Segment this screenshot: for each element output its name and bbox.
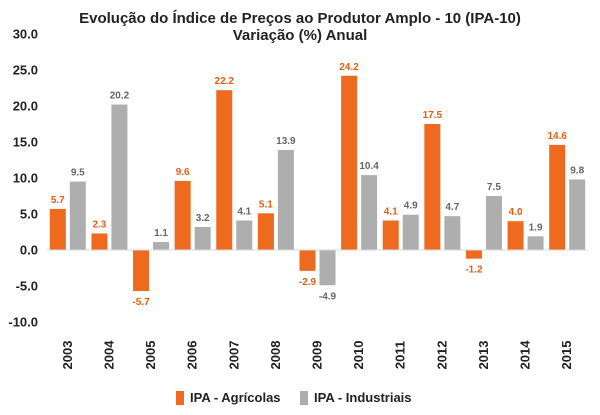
data-label-industriais-2004: 20.2 [110,91,130,102]
legend-label-agricolas: IPA - Agrícolas [190,390,281,405]
data-label-agricolas-2008: 5.1 [259,199,273,210]
bar-agricolas-2008 [257,213,274,250]
bar-industriais-2007 [236,220,253,250]
bar-agricolas-2004 [91,233,108,250]
data-label-industriais-2012: 4.7 [445,202,459,213]
bar-industriais-2011 [402,214,419,250]
y-tick-label: 15.0 [13,135,38,150]
data-label-industriais-2008: 13.9 [276,136,296,147]
data-label-industriais-2011: 4.9 [404,201,418,212]
x-tick-label-2007: 2007 [226,341,241,370]
bar-industriais-2015 [569,179,586,250]
bar-industriais-2006 [194,226,211,250]
y-tick-label: 20.0 [13,99,38,114]
bar-agricolas-2013 [465,250,482,259]
y-tick-label: -10.0 [8,315,38,330]
bar-industriais-2014 [527,236,544,250]
chart-title: Evolução do Índice de Preços ao Produtor… [79,10,521,27]
y-tick-label: 10.0 [13,171,38,186]
data-label-industriais-2005: 1.1 [154,228,168,239]
data-label-industriais-2014: 1.9 [529,222,543,233]
legend-swatch-industriais [300,390,308,405]
x-tick-label-2006: 2006 [185,341,200,370]
x-tick-label-2009: 2009 [310,341,325,370]
x-tick-label-2012: 2012 [434,341,449,370]
bar-industriais-2008 [277,149,294,250]
data-label-agricolas-2009: -2.9 [299,277,317,288]
data-label-industriais-2013: 7.5 [487,182,501,193]
bar-agricolas-2006 [174,180,191,250]
bar-agricolas-2009 [299,250,316,271]
legend-label-industriais: IPA - Industriais [314,390,412,405]
bar-industriais-2013 [485,196,502,250]
x-tick-label-2003: 2003 [60,341,75,370]
y-tick-label: -5.0 [16,279,38,294]
bar-agricolas-2003 [49,208,66,250]
data-label-agricolas-2005: -5.7 [132,297,150,308]
chart-subtitle: Variação (%) Anual [232,27,368,44]
data-label-industriais-2015: 9.8 [570,165,584,176]
x-tick-label-2010: 2010 [351,341,366,370]
x-tick-label-2014: 2014 [518,340,533,370]
x-tick-label-2011: 2011 [393,341,408,369]
legend-item-agricolas: IPA - Agrícolas [176,390,281,405]
data-label-agricolas-2007: 22.2 [215,76,235,87]
bar-industriais-2009 [319,250,336,286]
data-label-industriais-2007: 4.1 [237,206,251,217]
bar-agricolas-2011 [382,220,399,250]
x-tick-label-2015: 2015 [559,341,574,370]
data-label-agricolas-2012: 17.5 [423,110,443,121]
data-label-agricolas-2013: -1.2 [465,265,483,276]
bar-industriais-2010 [361,175,378,250]
legend-swatch-agricolas [176,390,184,405]
data-label-agricolas-2015: 14.6 [547,131,567,142]
data-label-agricolas-2010: 24.2 [339,62,359,73]
y-tick-label: 25.0 [13,63,38,78]
bar-agricolas-2005 [133,250,150,292]
data-label-agricolas-2004: 2.3 [92,219,106,230]
y-tick-label: 5.0 [20,207,38,222]
x-tick-label-2013: 2013 [476,341,491,370]
data-label-industriais-2010: 10.4 [359,161,379,172]
bar-agricolas-2012 [424,124,441,250]
bar-industriais-2003 [69,181,86,250]
chart-legend: IPA - Agrícolas IPA - Industriais [0,390,600,408]
y-tick-label: 30.0 [13,27,38,42]
bar-agricolas-2007 [216,90,233,250]
data-label-agricolas-2014: 4.0 [509,207,523,218]
bar-chart: -10.0 -5.0 0.0 5.0 10.0 15.0 20.0 25.0 30.0 5.7 9.… [8,27,588,370]
data-label-industriais-2006: 3.2 [196,213,210,224]
x-tick-label-2008: 2008 [268,341,283,370]
y-tick-label: 0.0 [20,243,38,258]
data-label-industriais-2003: 9.5 [71,168,85,179]
bar-agricolas-2015 [549,144,566,250]
data-label-agricolas-2011: 4.1 [384,206,398,217]
data-label-industriais-2009: -4.9 [319,291,337,302]
data-label-agricolas-2006: 9.6 [176,167,190,178]
bar-agricolas-2014 [507,221,524,250]
data-label-agricolas-2003: 5.7 [51,195,65,206]
bar-industriais-2004 [111,104,128,250]
x-tick-label-2004: 2004 [101,340,116,370]
bar-industriais-2005 [153,242,170,250]
bar-industriais-2012 [444,216,461,250]
bar-agricolas-2010 [341,75,358,250]
x-tick-label-2005: 2005 [143,341,158,370]
legend-item-industriais: IPA - Industriais [300,390,412,405]
